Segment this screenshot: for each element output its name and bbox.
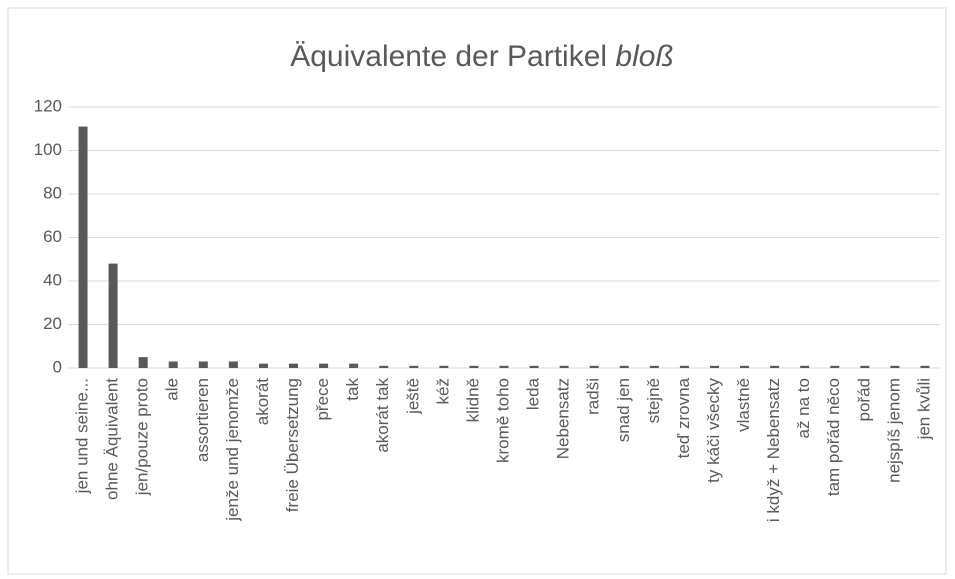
bar — [770, 365, 780, 368]
bar — [289, 363, 299, 368]
y-tick-label: 0 — [53, 357, 62, 376]
y-tick-label: 40 — [43, 270, 62, 289]
x-tick-label: freie Übersetzung — [283, 378, 302, 512]
bar — [198, 361, 208, 368]
x-tick-label: snad jen — [614, 378, 633, 442]
bar — [108, 263, 118, 368]
x-tick-label: jen und seine... — [73, 378, 92, 494]
x-tick-label: tak — [343, 378, 362, 401]
x-tick-label: ale — [163, 378, 182, 401]
x-tick-label: ty káči všecky — [704, 378, 723, 483]
x-tick-label: nejspíš jenom — [884, 378, 903, 483]
bar — [920, 365, 930, 368]
bar — [709, 365, 719, 368]
x-tick-label: až na to — [794, 378, 813, 439]
x-tick-label: akorát tak — [373, 378, 392, 453]
title-italic: bloß — [615, 40, 673, 73]
bar — [469, 365, 479, 368]
chart-border — [7, 7, 947, 575]
x-tick-label: teď zrovna — [674, 377, 693, 458]
chart-title: Äquivalente der Partikel bloß — [290, 40, 674, 73]
y-tick-label: 20 — [43, 314, 62, 333]
bar — [679, 365, 689, 368]
x-tick-label: ohne Äquivalent — [103, 378, 122, 500]
bar — [168, 361, 178, 368]
bar — [619, 365, 629, 368]
x-tick-label: jenže und jenomže — [223, 378, 242, 522]
bar — [379, 365, 389, 368]
y-tick-label: 120 — [34, 96, 62, 115]
x-tick-label: kéž — [433, 378, 452, 404]
bar — [529, 365, 539, 368]
bar — [349, 363, 359, 368]
x-tick-label: jen/pouze proto — [133, 378, 152, 496]
x-tick-label: radši — [584, 378, 603, 415]
y-tick-label: 80 — [43, 183, 62, 202]
x-tick-label: ještě — [403, 378, 422, 415]
x-tick-label: klidně — [463, 378, 482, 422]
bar — [78, 126, 88, 368]
x-tick-label: vlastně — [734, 378, 753, 432]
bar — [559, 365, 569, 368]
bar — [740, 365, 750, 368]
x-tick-label: akorát — [253, 378, 272, 426]
y-tick-label: 60 — [43, 227, 62, 246]
x-tick-label: pořád — [854, 378, 873, 421]
x-tick-label: Nebensatz — [554, 378, 573, 459]
y-tick-label: 100 — [34, 140, 62, 159]
x-tick-label: leda — [524, 377, 543, 410]
x-tick-label: assortieren — [193, 378, 212, 462]
x-tick-label: i když + Nebensatz — [764, 378, 783, 522]
bar — [258, 363, 268, 368]
bar — [499, 365, 509, 368]
bar — [319, 363, 329, 368]
x-tick-label: stejně — [644, 378, 663, 423]
bar — [890, 365, 900, 368]
bar — [800, 365, 810, 368]
bar — [649, 365, 659, 368]
bar — [439, 365, 449, 368]
x-tick-label: přece — [313, 378, 332, 421]
bar — [138, 357, 148, 368]
x-tick-label: tam pořád něco — [824, 378, 843, 496]
bar — [830, 365, 840, 368]
x-tick-label: jen kvůli — [914, 378, 933, 440]
bar — [860, 365, 870, 368]
bar — [228, 361, 238, 368]
bar — [589, 365, 599, 368]
title-text: Äquivalente der Partikel — [290, 40, 607, 73]
bar — [409, 365, 419, 368]
x-tick-label: kromě toho — [493, 378, 512, 463]
